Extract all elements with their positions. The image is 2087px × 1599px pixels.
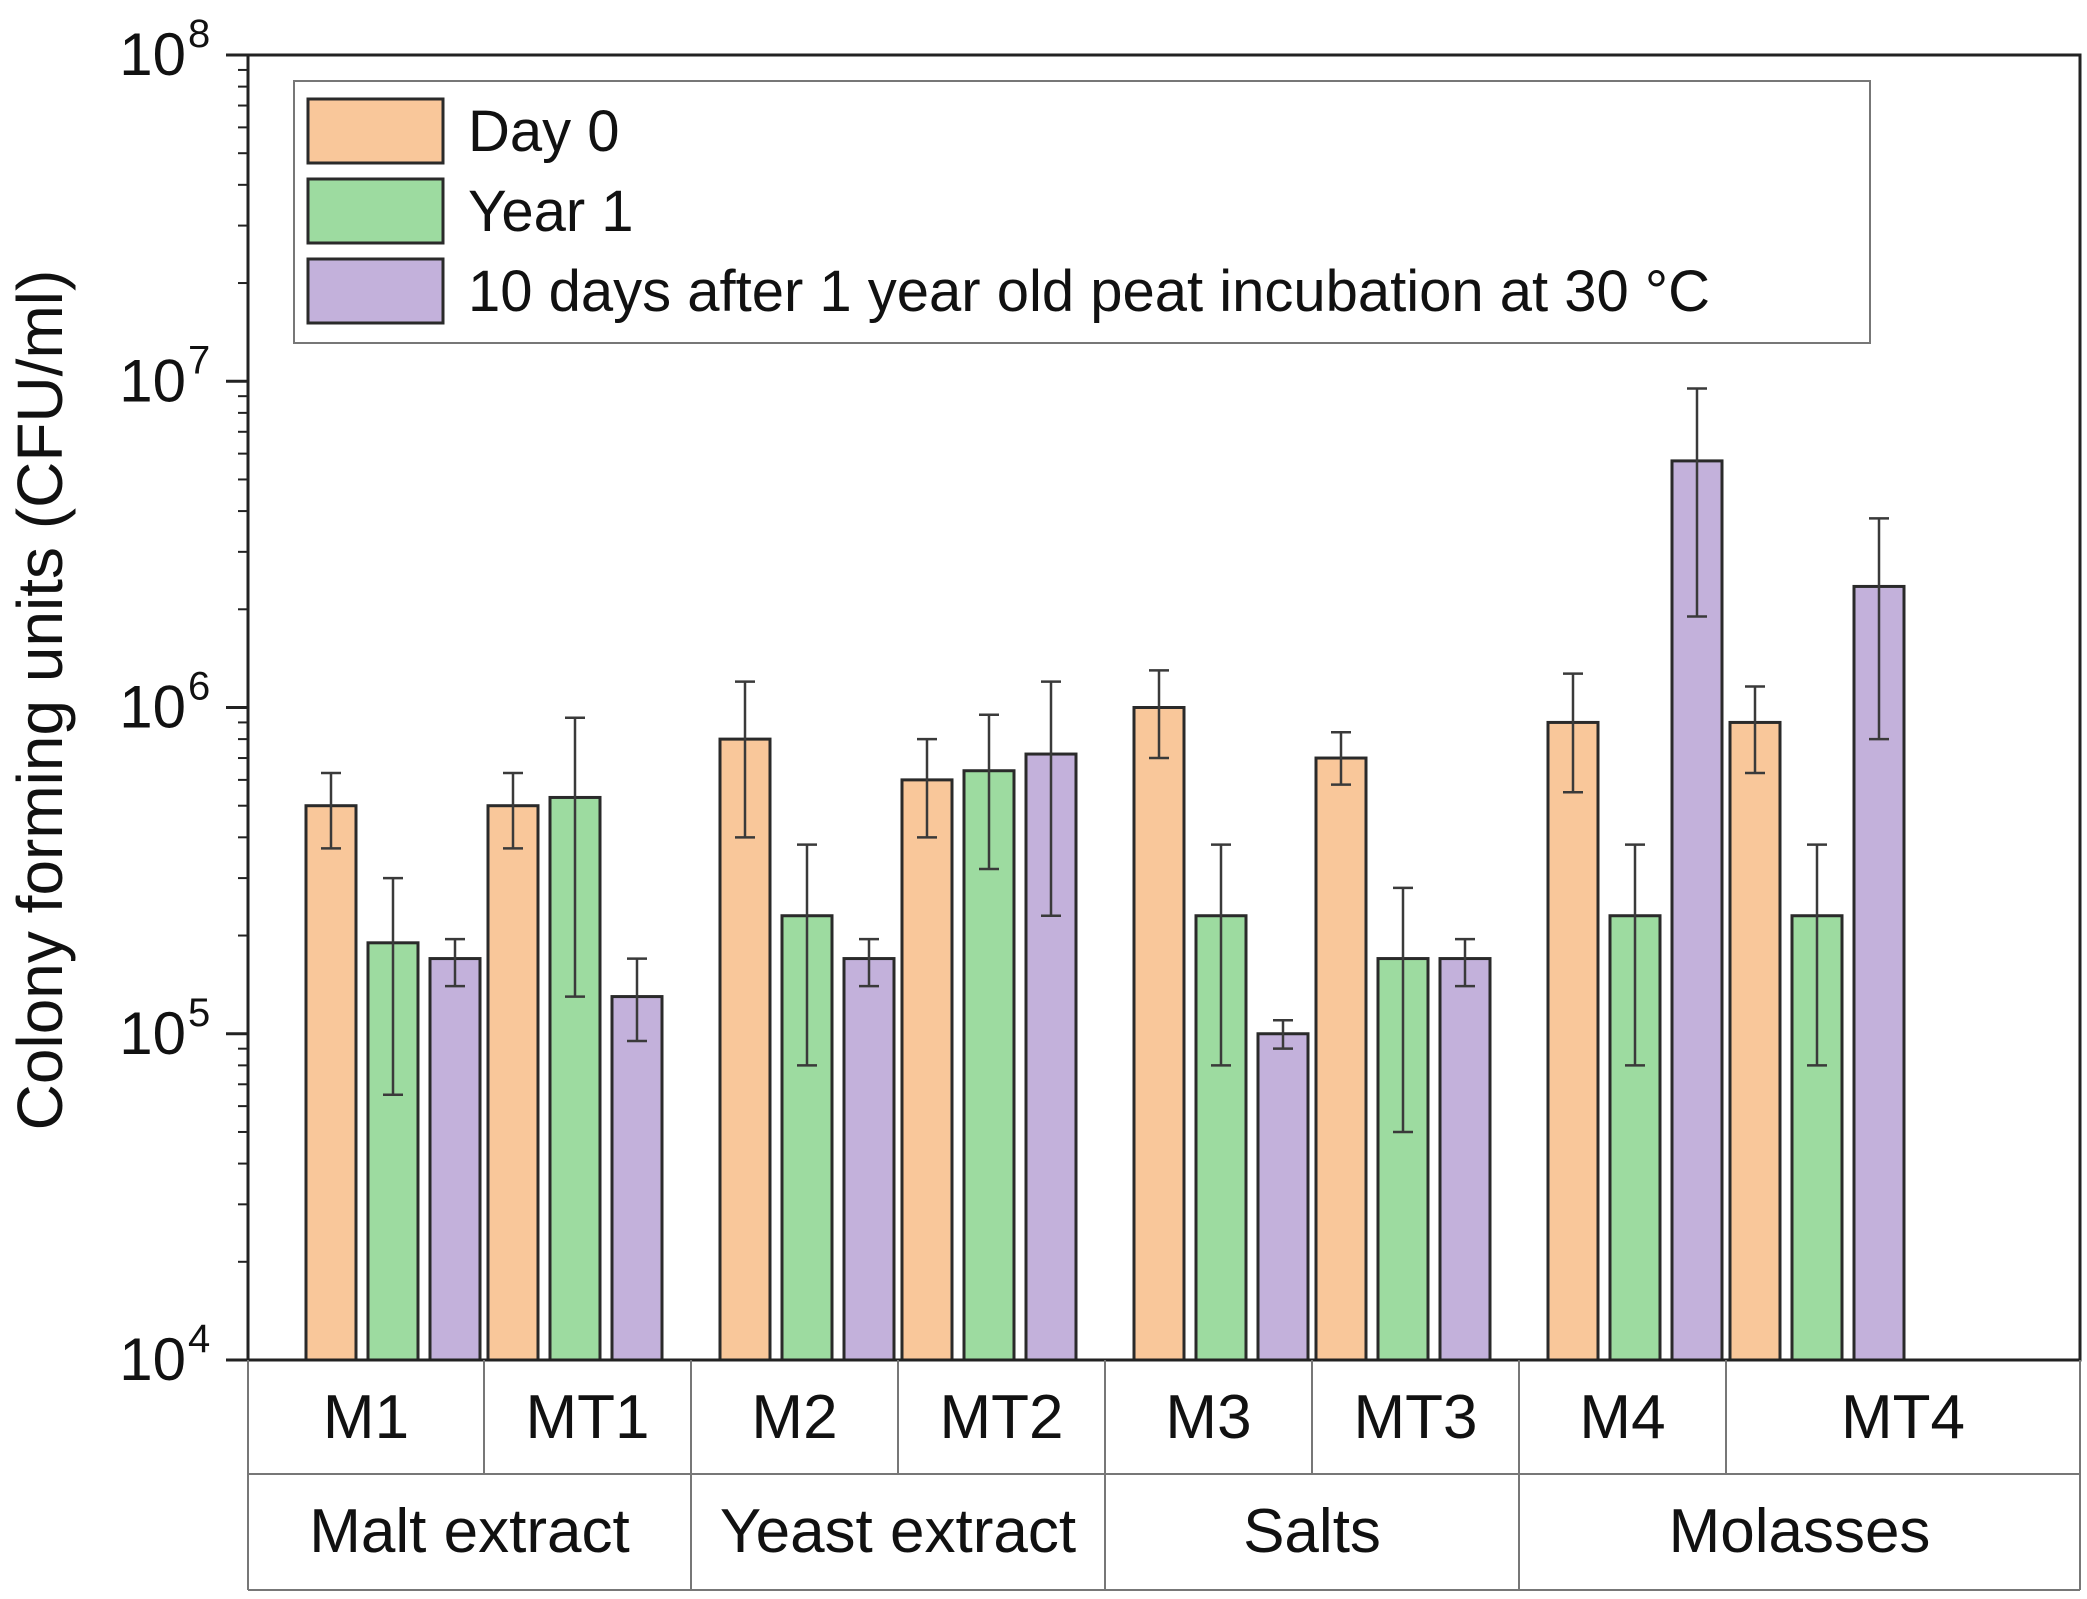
- error-bar-layer: [321, 387, 1889, 1134]
- y-tick-label: 10: [119, 347, 186, 414]
- bar-MT4-s1: [1728, 720, 1782, 1362]
- legend-label-1: Day 0: [468, 99, 620, 164]
- bar-M3-s1: [1132, 706, 1186, 1362]
- legend-label-3: 10 days after 1 year old peat incubation…: [468, 259, 1710, 324]
- legend-box: [293, 80, 1871, 344]
- bar-MT2-s1: [900, 778, 954, 1362]
- bar-MT1-s1: [486, 804, 540, 1362]
- category-label-M4: M4: [1579, 1383, 1665, 1452]
- category-label-M3: M3: [1165, 1383, 1251, 1452]
- y-tick-label: 10: [119, 1000, 186, 1067]
- legend-swatch-2: [306, 177, 445, 245]
- group-label: Salts: [1243, 1497, 1381, 1566]
- bar-M1-s1: [304, 804, 358, 1362]
- category-label-MT2: MT2: [940, 1383, 1064, 1452]
- bar-MT3-s1: [1314, 756, 1368, 1362]
- bar-MT1-s3: [610, 995, 664, 1362]
- x-axis-table: Malt extract M1 MT1 Yeast extract M2 MT2 Salts…: [247, 1360, 2081, 1591]
- bar-M1-s3: [428, 957, 482, 1362]
- category-label-MT4: MT4: [1841, 1383, 1965, 1452]
- legend: Day 0 Year 1 10 days after 1 year old peat…: [293, 80, 1871, 344]
- y-tick-exponent: 4: [188, 1317, 210, 1361]
- category-label-M1: M1: [323, 1383, 409, 1452]
- bar-M4-s1: [1546, 720, 1600, 1362]
- category-label-MT1: MT1: [526, 1383, 650, 1452]
- group-label: Malt extract: [309, 1497, 629, 1566]
- y-tick-exponent: 7: [188, 338, 210, 382]
- bar-layer: [304, 459, 1906, 1362]
- category-label-MT3: MT3: [1354, 1383, 1478, 1452]
- group-label: Yeast extract: [720, 1497, 1076, 1566]
- bar-MT3-s3: [1438, 957, 1492, 1362]
- bar-M2-s3: [842, 957, 896, 1362]
- y-tick-exponent: 5: [188, 991, 210, 1035]
- y-axis-label: Colony forming units (CFU/ml): [4, 270, 76, 1131]
- group-label: Molasses: [1669, 1497, 1931, 1566]
- legend-swatch-3: [306, 257, 445, 325]
- legend-swatch-1: [306, 97, 445, 165]
- y-tick-exponent: 6: [188, 665, 210, 709]
- y-tick-label: 10: [119, 1326, 186, 1393]
- plot-frame: [246, 53, 2082, 1362]
- bar-M3-s3: [1256, 1032, 1310, 1362]
- y-tick-label: 10: [119, 674, 186, 741]
- legend-label-2: Year 1: [468, 179, 634, 244]
- y-tick-label: 10: [119, 21, 186, 88]
- axis-frame: [246, 53, 2082, 1362]
- category-label-M2: M2: [751, 1383, 837, 1452]
- y-tick-exponent: 8: [188, 12, 210, 56]
